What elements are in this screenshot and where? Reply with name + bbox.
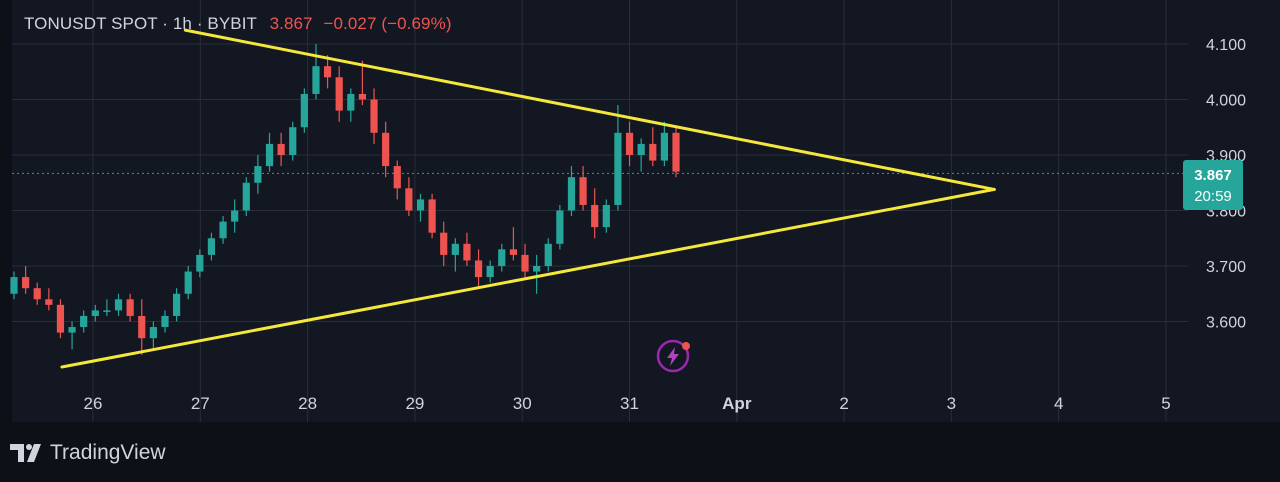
tradingview-logo-icon bbox=[10, 444, 41, 462]
candle-body bbox=[393, 166, 401, 189]
candle-body bbox=[289, 127, 297, 155]
candle-body bbox=[521, 254, 529, 272]
candle-body bbox=[660, 132, 668, 161]
y-tick-label: 3.700 bbox=[1206, 259, 1246, 276]
candle-body bbox=[602, 204, 610, 228]
candle-body bbox=[370, 99, 378, 133]
candle-body bbox=[254, 166, 262, 183]
candle-body bbox=[196, 254, 204, 272]
y-tick-label: 4.100 bbox=[1206, 37, 1246, 54]
x-tick-label: 28 bbox=[298, 394, 317, 413]
candle-body bbox=[231, 210, 239, 222]
last-price-value: 3.867 bbox=[1194, 167, 1232, 184]
candle-body bbox=[358, 93, 367, 100]
candle-body bbox=[451, 243, 459, 255]
candle-body bbox=[149, 327, 157, 339]
symbol-header: TONUSDT SPOT · 1h · BYBIT 3.867 −0.027 (… bbox=[24, 14, 452, 33]
candle-body bbox=[544, 243, 552, 266]
candle-body bbox=[138, 315, 146, 339]
candle-body bbox=[68, 327, 76, 333]
candle-body bbox=[474, 260, 483, 278]
candle-body bbox=[265, 143, 274, 167]
candle-body bbox=[219, 221, 227, 239]
candle-body bbox=[382, 132, 390, 167]
candle-body bbox=[463, 243, 471, 261]
x-tick-label: 26 bbox=[84, 394, 103, 413]
candle-body bbox=[405, 188, 413, 211]
x-tick-label: 27 bbox=[191, 394, 210, 413]
candle-body bbox=[114, 299, 123, 311]
candle-body bbox=[242, 182, 250, 211]
candle-body bbox=[33, 288, 41, 300]
candle-body bbox=[126, 299, 134, 316]
candle-body bbox=[567, 177, 576, 211]
candle-body bbox=[614, 132, 622, 205]
candle-body bbox=[440, 232, 448, 255]
candle-body bbox=[207, 238, 216, 255]
candle-body bbox=[637, 143, 645, 155]
candle-body bbox=[161, 315, 169, 328]
lower-trendline[interactable] bbox=[60, 187, 996, 369]
candle-body bbox=[416, 199, 425, 211]
candle-body bbox=[300, 93, 308, 128]
time-axis-labels: 26 27 28 29 30 31 Apr 2 3 4 5 bbox=[84, 394, 1171, 413]
footer-bar bbox=[0, 422, 1280, 482]
candle-body bbox=[56, 304, 65, 333]
candle-body bbox=[649, 143, 657, 161]
x-tick-label: 5 bbox=[1161, 394, 1170, 413]
candle-body bbox=[103, 310, 111, 312]
x-tick-label: Apr bbox=[722, 394, 752, 413]
candle-body bbox=[323, 66, 332, 78]
tradingview-brand[interactable]: TradingView bbox=[10, 441, 166, 465]
candle-body bbox=[579, 177, 587, 205]
candle-body bbox=[10, 277, 18, 294]
last-price-header: 3.867 bbox=[269, 14, 313, 33]
upper-trendline[interactable] bbox=[183, 28, 996, 191]
candle-body bbox=[184, 271, 192, 294]
x-tick-label: 29 bbox=[405, 394, 424, 413]
candle-body bbox=[591, 204, 599, 228]
candle-body bbox=[672, 132, 680, 172]
x-tick-label: 30 bbox=[513, 394, 532, 413]
price-change: −0.027 (−0.69%) bbox=[323, 14, 452, 33]
x-tick-label: 3 bbox=[947, 394, 956, 413]
x-tick-label: 31 bbox=[620, 394, 639, 413]
candle-body bbox=[347, 93, 355, 111]
candle-body bbox=[22, 277, 30, 289]
candles bbox=[10, 44, 680, 355]
candle-body bbox=[486, 266, 494, 278]
candle-body bbox=[312, 66, 320, 94]
candle-body bbox=[498, 249, 506, 266]
lightning-bolt-icon[interactable] bbox=[656, 339, 690, 373]
y-tick-label: 4.000 bbox=[1206, 93, 1246, 110]
candle-body bbox=[335, 77, 343, 111]
candle-body bbox=[80, 315, 88, 328]
candle-body bbox=[172, 293, 181, 316]
candle-body bbox=[428, 199, 436, 233]
trendlines[interactable] bbox=[60, 28, 996, 369]
candle-body bbox=[533, 266, 541, 272]
x-tick-label: 4 bbox=[1054, 394, 1063, 413]
candle-body bbox=[91, 310, 99, 316]
candle-body bbox=[277, 143, 285, 155]
candle-body bbox=[556, 210, 564, 244]
exchange: BYBIT bbox=[207, 14, 257, 33]
price-axis[interactable] bbox=[1188, 0, 1280, 422]
symbol-name[interactable]: TONUSDT SPOT bbox=[24, 14, 158, 33]
countdown-timer: 20:59 bbox=[1194, 188, 1232, 205]
last-price-tag: 3.867 20:59 bbox=[1183, 160, 1243, 210]
brand-label: TradingView bbox=[50, 441, 166, 464]
y-tick-label: 3.600 bbox=[1206, 315, 1246, 332]
candle-body bbox=[45, 299, 53, 305]
candle-body bbox=[509, 249, 518, 255]
x-tick-label: 2 bbox=[839, 394, 848, 413]
grid-lines bbox=[12, 0, 1188, 422]
interval[interactable]: 1h bbox=[172, 14, 192, 33]
candle-body bbox=[625, 132, 634, 155]
